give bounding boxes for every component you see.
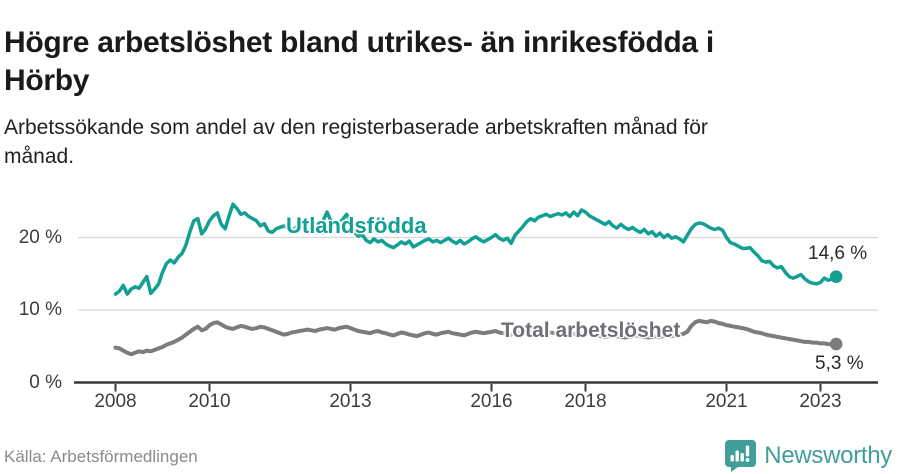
newsworthy-bars-icon: [725, 440, 757, 472]
y-tick-label: 0 %: [29, 371, 62, 393]
newsworthy-logo: Newsworthy: [724, 439, 892, 473]
y-tick-label: 10 %: [18, 299, 62, 320]
chart-subtitle: Arbetssökande som andel av den registerb…: [4, 113, 824, 171]
subtitle-line-1: Arbetssökande som andel av den registerb…: [4, 116, 708, 139]
x-tick-label: 2023: [799, 391, 842, 412]
page-title: Högre arbetslöshet bland utrikes- än inr…: [4, 24, 884, 100]
end-value-utlandsfodda: 14,6 %: [808, 243, 868, 264]
x-tick-label: 2021: [705, 391, 748, 412]
x-tick-label: 2008: [94, 391, 137, 412]
newsworthy-wordmark: Newsworthy: [764, 442, 892, 469]
series-label-utlandsfodda: Utlandsfödda: [286, 213, 427, 238]
x-tick-label: 2016: [470, 391, 513, 412]
x-tick-label: 2013: [329, 391, 372, 412]
series-label-total-arbetsloshet: Total arbetslöshet: [501, 319, 681, 342]
x-tick-label: 2018: [564, 391, 607, 412]
x-tick-label: 2010: [188, 391, 231, 412]
title-line-1: Högre arbetslöshet bland utrikes- än inr…: [4, 26, 714, 60]
end-value-total: 5,3 %: [815, 353, 864, 374]
title-line-2: Hörby: [4, 64, 90, 98]
source-note: Källa: Arbetsförmedlingen: [4, 447, 198, 466]
y-tick-label: 20 %: [18, 226, 62, 248]
subtitle-line-2: månad.: [4, 145, 75, 168]
